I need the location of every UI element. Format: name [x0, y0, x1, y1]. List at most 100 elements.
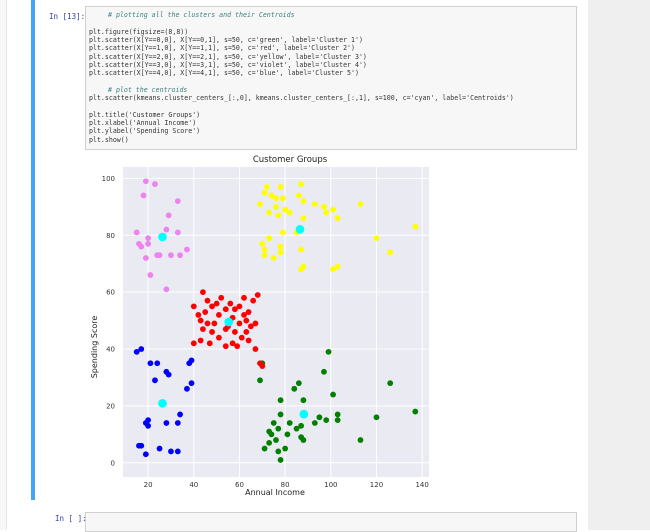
scatter-point-series-2 — [321, 203, 327, 210]
scatter-point-series-1 — [254, 292, 261, 298]
scatter-point-series-4 — [188, 357, 195, 364]
scatter-point-series-2 — [261, 252, 268, 259]
x-tick-label: 60 — [235, 481, 244, 489]
x-tick-label: 120 — [370, 481, 383, 489]
scatter-point-series-4 — [188, 380, 195, 387]
code-input-empty[interactable] — [85, 512, 577, 532]
scatter-point-series-0 — [286, 420, 293, 426]
scatter-point-series-3 — [133, 229, 140, 236]
scatter-point-series-3 — [152, 181, 158, 187]
scatter-point-series-4 — [163, 420, 170, 426]
scatter-point-series-1 — [197, 337, 204, 344]
scatter-point-series-1 — [227, 300, 234, 307]
scatter-point-series-1 — [211, 320, 218, 327]
scatter-point-series-0 — [325, 348, 332, 355]
scatter-point-series-5 — [158, 398, 167, 408]
scatter-point-series-1 — [241, 311, 247, 318]
x-tick-label: 80 — [281, 481, 290, 489]
scatter-point-series-4 — [156, 445, 163, 452]
cell-prompt-empty: In [ ]: — [55, 514, 87, 523]
scatter-point-series-4 — [133, 348, 140, 355]
scatter-point-series-1 — [250, 297, 257, 304]
scatter-point-series-5 — [295, 224, 305, 234]
code-input-area[interactable]: # plotting all the clusters and their Ce… — [85, 6, 577, 150]
scatter-point-series-3 — [156, 252, 163, 259]
scatter-point-series-0 — [357, 437, 364, 443]
scatter-point-series-1 — [236, 303, 243, 310]
scatter-point-series-3 — [142, 178, 149, 185]
scatter-point-series-2 — [286, 209, 293, 216]
y-tick-label: 0 — [111, 459, 115, 467]
scatter-point-series-1 — [195, 311, 202, 318]
code-line: plt.xlabel('Annual Income') — [89, 118, 197, 127]
code-line: plt.scatter(X[Y==1,0], X[Y==1,1], s=50, … — [89, 44, 355, 53]
code-line: plt.scatter(kmeans.cluster_centers_[:,0]… — [89, 94, 514, 102]
cell-prompt: In [13]: — [49, 12, 86, 21]
scatter-point-series-1 — [245, 337, 252, 344]
scatter-point-series-4 — [145, 417, 152, 424]
y-tick-label: 80 — [106, 232, 115, 240]
scatter-point-series-1 — [216, 334, 222, 341]
left-edge — [0, 0, 7, 530]
scatter-point-series-4 — [174, 420, 181, 426]
scatter-point-series-2 — [357, 201, 364, 207]
scatter-point-series-0 — [275, 448, 282, 455]
scatter-point-series-2 — [277, 243, 284, 250]
scatter-point-series-0 — [300, 397, 307, 404]
scatter-point-series-2 — [275, 212, 282, 219]
scatter-point-series-0 — [334, 417, 341, 424]
scatter-point-series-4 — [138, 442, 145, 449]
x-tick-label: 20 — [144, 481, 153, 489]
scatter-point-series-2 — [277, 249, 284, 256]
scatter-point-series-2 — [300, 215, 307, 222]
scatter-point-series-1 — [209, 303, 215, 310]
scatter-point-series-1 — [229, 340, 236, 347]
scatter-point-series-2 — [330, 266, 336, 273]
chart-xlabel: Annual Income — [245, 488, 305, 497]
scatter-point-series-3 — [174, 198, 181, 205]
scatter-point-series-0 — [277, 457, 284, 463]
scatter-point-series-0 — [257, 377, 263, 384]
code-comment-line: # plot the centroids — [108, 85, 188, 94]
scatter-point-series-1 — [222, 306, 229, 313]
scatter-point-series-4 — [177, 411, 183, 418]
code-line: plt.scatter(X[Y==2,0], X[Y==2,1], s=50, … — [89, 52, 367, 61]
scatter-point-series-4 — [168, 448, 174, 455]
scatter-point-series-5 — [224, 317, 234, 327]
scatter-point-series-2 — [295, 192, 302, 199]
scatter-point-series-2 — [311, 201, 318, 207]
scatter-point-series-1 — [243, 317, 250, 324]
notebook-cell-active[interactable]: In [13]: — [31, 0, 583, 500]
scatter-point-series-2 — [270, 255, 277, 261]
code-line: plt.ylabel('Spending Score') — [89, 127, 201, 136]
scatter-point-series-2 — [261, 189, 268, 196]
scatter-point-series-3 — [163, 226, 170, 233]
scatter-point-series-0 — [334, 411, 341, 418]
scatter-point-series-1 — [200, 289, 206, 296]
scatter-point-series-0 — [273, 437, 279, 443]
scatter-point-series-1 — [190, 303, 197, 310]
code-line: plt.title('Customer Groups') — [89, 110, 201, 119]
scatter-point-series-1 — [222, 343, 229, 350]
scatter-point-series-1 — [252, 346, 259, 352]
scatter-point-series-2 — [298, 246, 305, 253]
scatter-point-series-4 — [165, 371, 172, 378]
scatter-point-series-1 — [218, 294, 225, 301]
scatter-point-series-2 — [282, 206, 289, 213]
plot-background — [123, 167, 429, 477]
y-tick-label: 40 — [106, 346, 115, 354]
scatter-point-series-3 — [140, 192, 147, 199]
scatter-point-series-0 — [387, 380, 394, 387]
scatter-point-series-3 — [147, 272, 154, 278]
scatter-point-series-1 — [209, 329, 215, 335]
notebook-cell-empty[interactable]: In [ ]: — [31, 508, 583, 532]
chart-ylabel: Spending Score — [90, 316, 99, 379]
scatter-point-series-2 — [261, 246, 268, 253]
scatter-point-series-4 — [184, 385, 190, 392]
scatter-point-series-0 — [268, 431, 275, 438]
scatter-point-series-1 — [252, 320, 259, 327]
code-comment-line: # plotting all the clusters and their Ce… — [108, 11, 295, 19]
scatter-point-series-1 — [204, 320, 211, 327]
scatter-point-series-2 — [412, 223, 419, 230]
scatter-point-series-0 — [321, 368, 327, 375]
